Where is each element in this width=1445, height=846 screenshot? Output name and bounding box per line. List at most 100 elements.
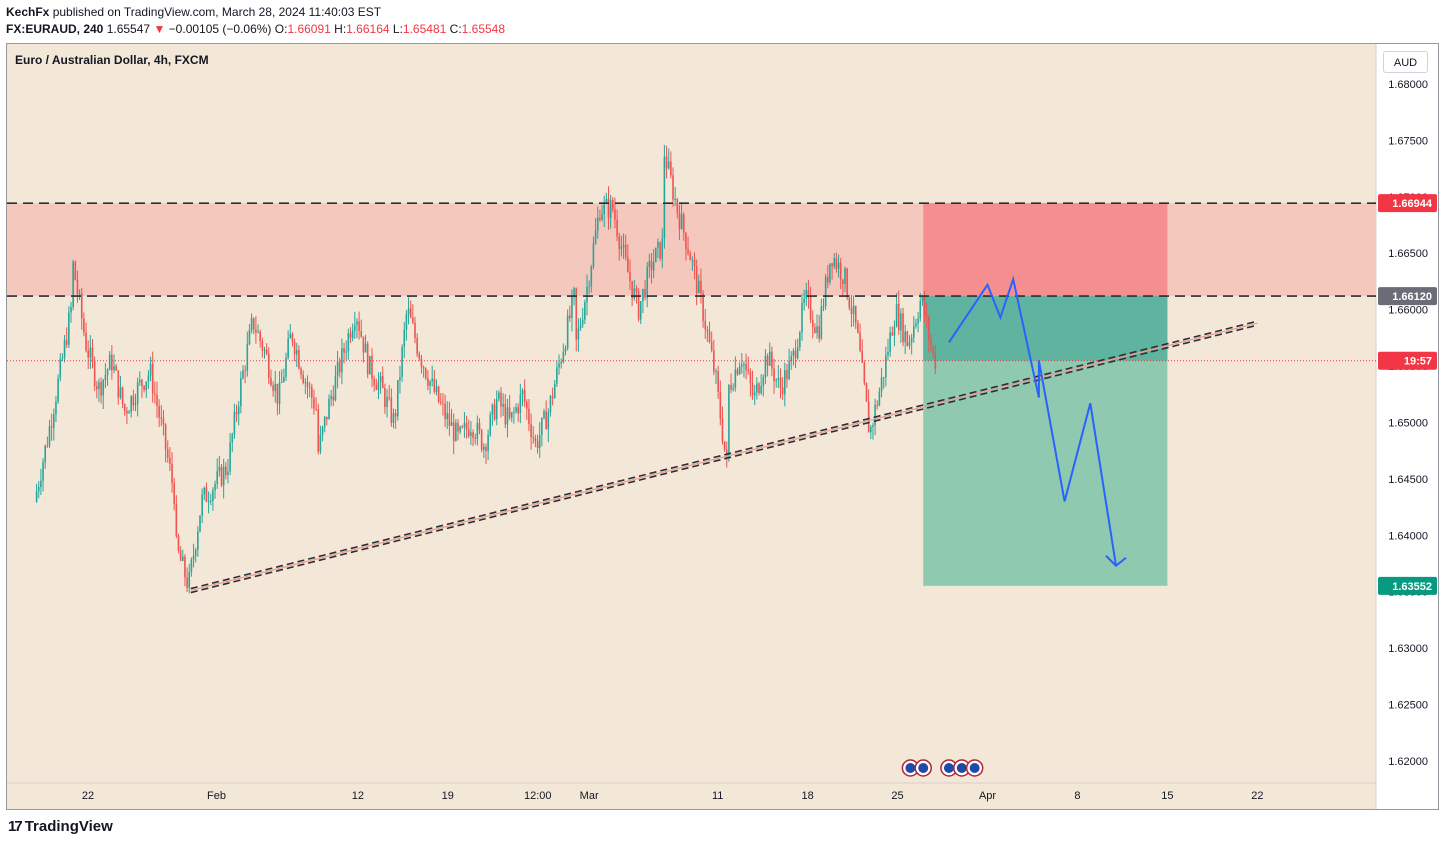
bear-candle bbox=[420, 358, 423, 367]
bear-candle bbox=[87, 350, 89, 358]
bull-candle bbox=[547, 412, 550, 430]
bear-candle bbox=[220, 466, 223, 486]
tradingview-logo[interactable]: 17 TradingView bbox=[8, 818, 113, 835]
trendline-lower[interactable] bbox=[190, 324, 1258, 594]
bear-candle bbox=[534, 438, 537, 442]
price-change: −0.00105 (−0.06%) bbox=[168, 22, 272, 36]
bear-candle bbox=[678, 212, 681, 230]
bear-candle bbox=[74, 261, 77, 280]
bull-candle bbox=[222, 466, 225, 486]
bull-candle bbox=[900, 313, 902, 331]
bear-candle bbox=[650, 261, 653, 271]
trendline-upper[interactable] bbox=[190, 320, 1258, 590]
open-value: 1.66091 bbox=[287, 22, 331, 36]
published-text: published on TradingView.com, March 28, … bbox=[52, 5, 382, 19]
bear-candle bbox=[818, 326, 820, 339]
bull-candle bbox=[560, 361, 562, 364]
bull-candle bbox=[893, 326, 896, 336]
bull-candle bbox=[104, 374, 107, 381]
bull-candle bbox=[429, 381, 431, 386]
bull-candle bbox=[667, 161, 670, 169]
bear-candle bbox=[424, 368, 427, 379]
bear-candle bbox=[689, 253, 691, 261]
bull-candle bbox=[483, 446, 485, 450]
bull-candle bbox=[833, 258, 836, 267]
bull-candle bbox=[590, 266, 593, 287]
bull-candle bbox=[108, 354, 111, 370]
bear-candle bbox=[276, 383, 279, 404]
bull-candle bbox=[231, 434, 234, 443]
bull-candle bbox=[323, 416, 326, 427]
bear-candle bbox=[859, 332, 861, 351]
bull-candle bbox=[596, 217, 599, 231]
bear-candle bbox=[390, 397, 393, 423]
bear-candle bbox=[599, 217, 601, 220]
bull-candle bbox=[741, 364, 743, 367]
bull-candle bbox=[199, 515, 201, 532]
ohlc-legend: FX:EURAUD, 240 1.65547 ▼ −0.00105 (−0.06… bbox=[6, 22, 505, 36]
bear-candle bbox=[934, 353, 937, 370]
bull-candle bbox=[212, 490, 214, 501]
bull-candle bbox=[581, 319, 584, 325]
bear-candle bbox=[244, 370, 246, 372]
bull-candle bbox=[102, 380, 105, 396]
bear-candle bbox=[302, 374, 304, 384]
bull-candle bbox=[70, 307, 72, 313]
projection-path[interactable] bbox=[948, 275, 1117, 566]
bear-candle bbox=[96, 386, 98, 390]
bear-candle bbox=[846, 268, 848, 298]
bear-candle bbox=[255, 329, 257, 333]
bull-candle bbox=[549, 396, 552, 413]
bear-candle bbox=[467, 429, 470, 436]
bear-candle bbox=[50, 426, 53, 428]
bull-candle bbox=[246, 344, 249, 371]
bull-candle bbox=[824, 276, 827, 307]
bear-candle bbox=[179, 550, 182, 561]
bear-candle bbox=[493, 404, 496, 420]
bear-candle bbox=[702, 293, 704, 321]
bear-candle bbox=[394, 413, 397, 417]
bull-candle bbox=[345, 351, 347, 353]
bull-candle bbox=[538, 434, 541, 449]
bull-candle bbox=[738, 366, 741, 375]
bear-candle bbox=[708, 331, 711, 342]
bear-candle bbox=[154, 393, 156, 395]
bear-candle bbox=[252, 318, 255, 330]
bull-candle bbox=[106, 369, 109, 375]
bear-candle bbox=[298, 350, 300, 369]
bull-candle bbox=[519, 394, 522, 414]
bear-candle bbox=[293, 342, 296, 355]
bull-candle bbox=[354, 325, 356, 331]
event-flag-core bbox=[956, 763, 967, 773]
bear-candle bbox=[809, 295, 812, 320]
bear-candle bbox=[897, 303, 900, 331]
bear-candle bbox=[612, 200, 614, 210]
bear-candle bbox=[747, 369, 750, 372]
author-name[interactable]: KechFx bbox=[6, 5, 50, 19]
bull-candle bbox=[541, 417, 543, 435]
bear-candle bbox=[461, 426, 464, 428]
bear-candle bbox=[156, 394, 158, 407]
bull-candle bbox=[764, 355, 767, 378]
bull-candle bbox=[792, 350, 795, 356]
bear-candle bbox=[111, 354, 113, 371]
bull-candle bbox=[648, 261, 651, 267]
bull-candle bbox=[188, 571, 191, 588]
bull-candle bbox=[182, 556, 184, 561]
bull-candle bbox=[347, 333, 350, 352]
bear-candle bbox=[472, 432, 474, 438]
bull-candle bbox=[495, 399, 498, 420]
bear-candle bbox=[115, 366, 117, 371]
bull-candle bbox=[240, 378, 242, 407]
bull-candle bbox=[874, 404, 876, 426]
bear-candle bbox=[723, 441, 726, 450]
price-label-text: 1.66944 bbox=[1392, 198, 1433, 210]
currency-button[interactable]: AUD bbox=[1383, 51, 1428, 73]
close-label: C: bbox=[449, 22, 462, 36]
high-label: H: bbox=[334, 22, 347, 36]
bull-candle bbox=[775, 379, 777, 382]
bull-candle bbox=[242, 370, 244, 379]
bear-candle bbox=[758, 383, 760, 394]
bull-candle bbox=[304, 382, 307, 384]
